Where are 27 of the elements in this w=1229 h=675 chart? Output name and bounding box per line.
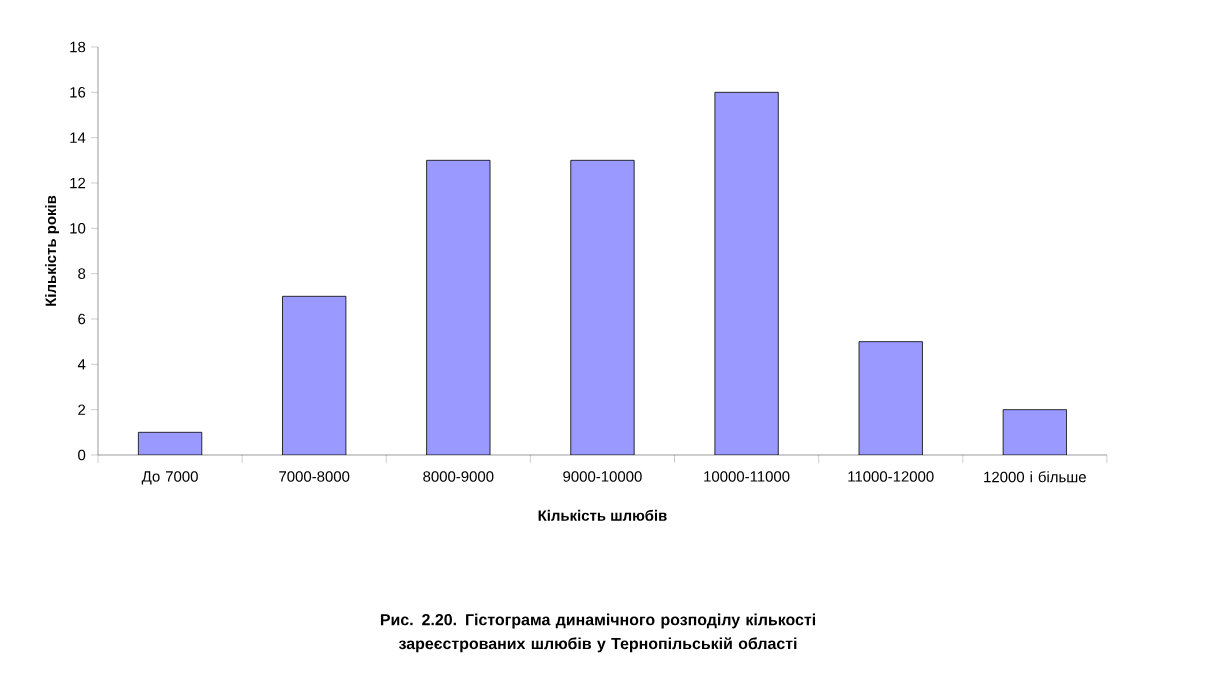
bar (714, 91, 779, 455)
bar (858, 341, 923, 455)
y-tick-label: 6 (78, 313, 86, 325)
x-tick-label: 12000 і більше (984, 471, 1086, 483)
y-tick-label: 16 (70, 87, 86, 98)
y-tick-label: 10 (70, 223, 86, 234)
y-tick-label: 18 (70, 41, 86, 53)
x-tick-label: 7000-8000 (279, 471, 350, 482)
y-tick-label: 14 (70, 132, 86, 143)
x-tick-label: До 7000 (141, 471, 198, 485)
y-tick-label: 12 (70, 177, 86, 189)
bar (137, 431, 203, 455)
x-tick-label: 10000-11000 (704, 471, 790, 482)
bar (1002, 409, 1067, 455)
bar (426, 159, 491, 455)
x-tick-label: 8000-9000 (423, 471, 494, 482)
text: Рис. 2.20. Гістограма динамічного розподілу кількості зареєстрованих шлюбів у Тернопільській області (380, 613, 816, 653)
x-axis-title: Кількість шлюбів (538, 509, 667, 521)
x-tick-label: 11000-12000 (848, 471, 934, 482)
x-tick-label: 9000-10000 (563, 471, 642, 482)
y-tick-label: 8 (78, 268, 86, 279)
y-tick-label: 2 (78, 404, 86, 415)
y-tick-label: 4 (77, 359, 86, 370)
bar (282, 295, 347, 455)
bar (570, 159, 635, 455)
y-axis-title: Кількість років (45, 195, 60, 306)
y-tick-label: 0 (78, 449, 86, 461)
